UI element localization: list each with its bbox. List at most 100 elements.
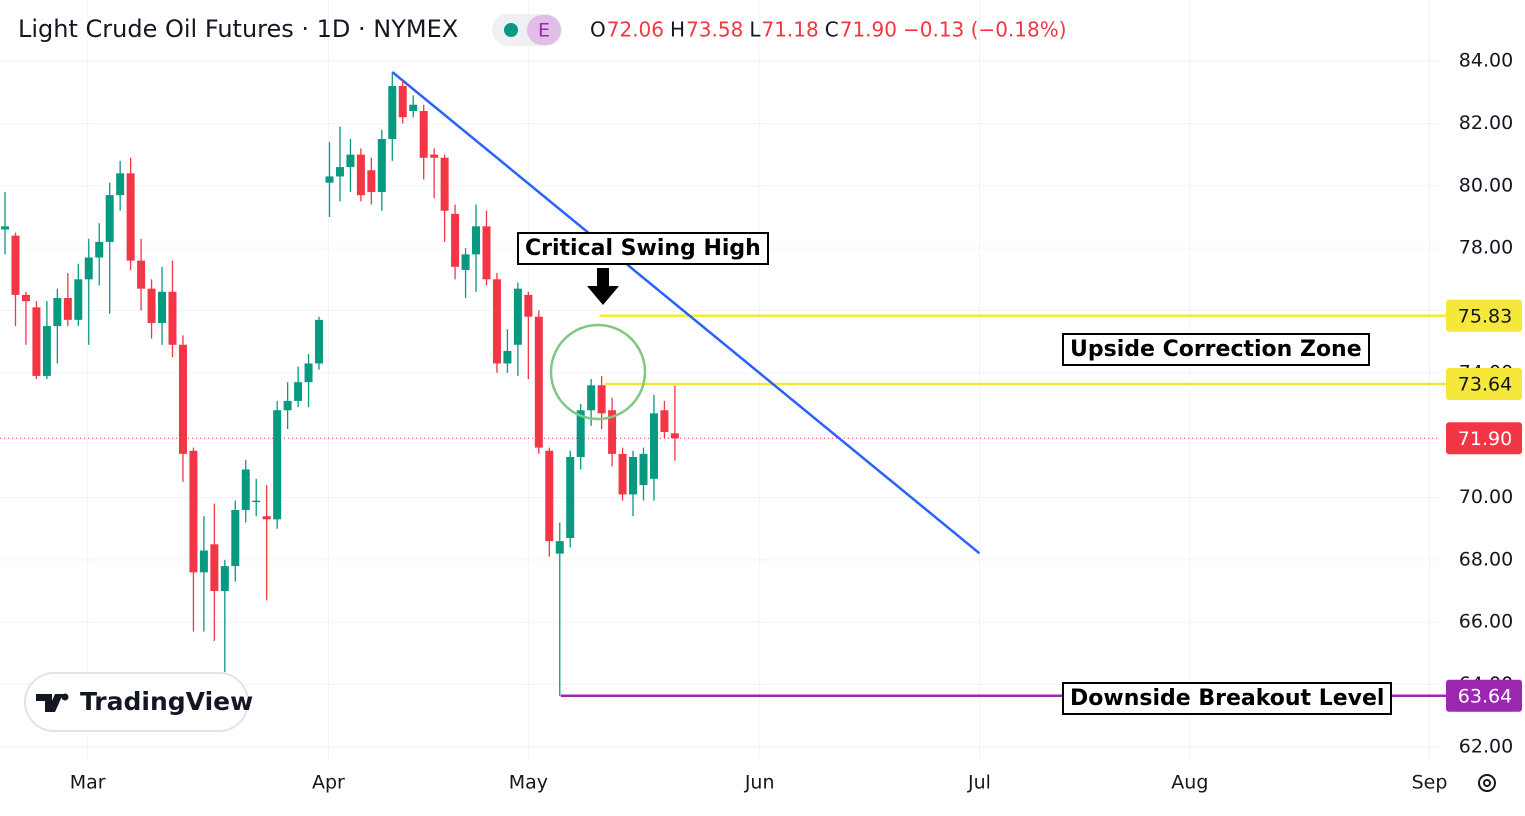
candle-body	[440, 157, 449, 211]
ohlc-label: H	[670, 18, 685, 42]
candle-body	[1, 226, 10, 230]
candle-body	[168, 291, 177, 345]
candle-body	[608, 410, 617, 454]
x-tick-label: Apr	[312, 772, 345, 794]
candle-body	[451, 213, 460, 267]
logo[interactable]: TradingView	[24, 672, 253, 732]
candle-body	[639, 453, 648, 486]
y-tick-label: 78.00	[1459, 237, 1513, 259]
candle-body	[252, 500, 261, 503]
candle-body	[524, 294, 533, 317]
candle-body	[21, 294, 30, 302]
candle-body	[398, 86, 407, 118]
badge-e[interactable]: E	[538, 20, 550, 42]
candle-body	[409, 104, 418, 111]
candle-body	[32, 307, 41, 376]
candle-body	[555, 541, 564, 554]
candle-body	[178, 344, 187, 454]
candle-body	[377, 139, 386, 193]
price-label-bg	[1446, 368, 1522, 401]
candle-body	[461, 254, 470, 270]
logo-bg[interactable]	[24, 672, 249, 732]
candle-body	[95, 241, 104, 258]
ohlc-label: L	[749, 18, 761, 42]
logo-text: TradingView	[80, 687, 253, 716]
price-label: 75.83	[1458, 305, 1512, 327]
gear[interactable]	[1478, 774, 1496, 792]
candle-body	[629, 456, 638, 495]
candle-body	[273, 410, 282, 520]
candle-body	[189, 450, 198, 573]
ohlc-value: 72.06	[607, 18, 664, 42]
candle-body	[545, 450, 554, 542]
annotation-box: Downside Breakout Level	[1062, 682, 1393, 715]
x-tick-label: Jun	[744, 772, 775, 794]
annotation-box: Upside Correction Zone	[1062, 333, 1370, 366]
price-label-bg	[1446, 299, 1522, 332]
candle-body	[147, 288, 156, 323]
candle-body	[241, 469, 250, 510]
candle-body	[315, 319, 324, 364]
arrow	[587, 268, 619, 305]
x-tick-label: Sep	[1412, 772, 1448, 794]
ohlc-value: 71.90	[840, 18, 897, 42]
candle-body	[283, 400, 292, 411]
candle-body	[482, 226, 491, 280]
candle-body	[430, 154, 439, 158]
candle-body	[388, 86, 397, 140]
candle-body	[576, 410, 585, 457]
candle-body	[346, 154, 355, 168]
gear-hub	[1483, 779, 1491, 787]
price-label: 73.64	[1458, 374, 1512, 396]
candle-body	[367, 170, 376, 193]
candle-body	[670, 433, 679, 439]
y-tick-label: 70.00	[1459, 486, 1513, 508]
candle-body	[199, 550, 208, 573]
candle-body	[597, 385, 606, 414]
trendline	[391, 71, 981, 555]
candle-body	[503, 351, 512, 364]
ohlc-label: C	[825, 18, 839, 42]
candle-body	[42, 326, 51, 376]
candle-body	[513, 288, 522, 345]
x-tick-label: May	[509, 772, 548, 794]
candle-body	[534, 316, 543, 448]
candle-body	[649, 413, 658, 479]
candle-body	[660, 410, 669, 433]
ohlc-change: −0.13 (−0.18%)	[903, 18, 1067, 42]
candle-body	[492, 279, 501, 364]
candle-body	[63, 298, 72, 320]
candle-body	[231, 509, 240, 567]
x-tick-label: Jul	[967, 772, 991, 794]
candle-body	[105, 195, 114, 242]
candle-body	[210, 544, 219, 592]
price-label-bg	[1446, 679, 1522, 712]
y-tick-label: 82.00	[1459, 112, 1513, 134]
ohlc-label: O	[590, 18, 606, 42]
y-tick-label: 80.00	[1459, 174, 1513, 196]
candle-body	[262, 516, 271, 520]
chart-title: Light Crude Oil Futures · 1D · NYMEX	[18, 15, 458, 43]
badge-e-bg[interactable]	[527, 15, 561, 45]
highlight-circle	[549, 323, 647, 421]
ohlc-value: 71.18	[761, 18, 818, 42]
y-tick-label: 84.00	[1459, 50, 1513, 72]
candle-body	[126, 173, 135, 261]
candle-body	[325, 176, 334, 183]
candle-body	[84, 257, 93, 280]
candle-body	[472, 226, 481, 255]
candle-body	[158, 291, 167, 323]
y-tick-label: 66.00	[1459, 611, 1513, 633]
status-dot[interactable]	[504, 23, 518, 37]
candle-body	[304, 363, 313, 383]
y-tick-label: 62.00	[1459, 735, 1513, 757]
candle-body	[116, 173, 125, 196]
price-label-bg	[1446, 422, 1522, 455]
candle-body	[53, 298, 62, 327]
settings-icon[interactable]	[1478, 774, 1496, 792]
candle-body	[220, 566, 229, 592]
candle-body	[137, 260, 146, 289]
candle-body	[335, 167, 344, 177]
candle-body	[566, 456, 575, 539]
